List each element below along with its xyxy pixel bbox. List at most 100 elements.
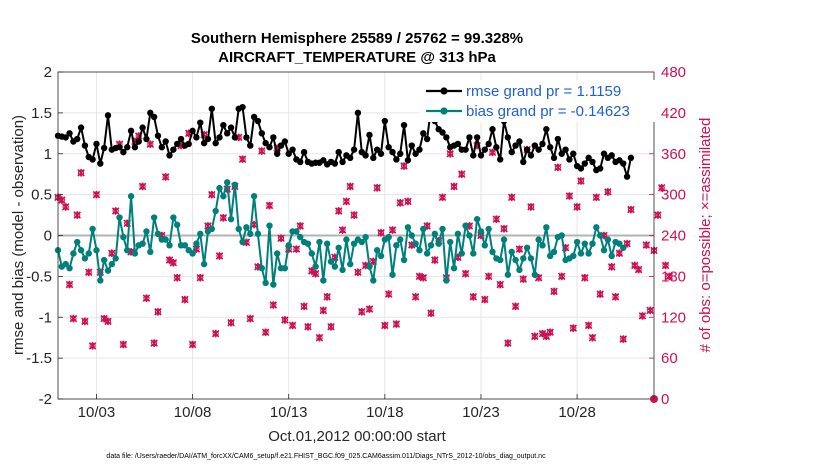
obs-assimilated-point — [142, 294, 151, 302]
rmse-point — [131, 144, 139, 151]
rmse-point — [223, 130, 231, 137]
obs-assimilated-point — [569, 324, 578, 332]
obs-assimilated-point — [377, 228, 385, 237]
rmse-point — [558, 150, 565, 157]
rmse-point — [439, 129, 446, 136]
rmse-point — [496, 156, 504, 163]
rmse-point — [462, 146, 469, 153]
obs-assimilated-point — [557, 272, 566, 281]
rmse-point — [608, 152, 615, 159]
obs-assimilated-point — [58, 196, 66, 204]
rmse-point — [243, 134, 250, 141]
bias-point — [466, 232, 473, 239]
bias-point — [423, 250, 431, 257]
obs-assimilated-point — [281, 316, 289, 324]
bias-point — [266, 222, 273, 229]
bias-point — [366, 263, 373, 270]
bias-point — [535, 236, 542, 243]
obs-assimilated-point — [327, 322, 335, 331]
bias-point — [589, 240, 596, 247]
bias-point — [193, 240, 200, 247]
bias-point — [347, 260, 354, 268]
bias-point — [416, 247, 423, 254]
bias-point — [235, 225, 242, 233]
bias-point — [504, 271, 512, 278]
obs-assimilated-point — [500, 224, 508, 233]
obs-assimilated-point — [615, 249, 624, 258]
bias-point — [543, 224, 550, 231]
obs-assimilated-point — [338, 226, 347, 234]
rmse-point — [408, 142, 415, 149]
rmse-point — [239, 103, 246, 111]
bias-point — [131, 250, 139, 257]
rmse-point — [216, 134, 223, 141]
bias-point — [70, 250, 77, 257]
bias-point — [462, 222, 469, 229]
bias-point — [350, 240, 358, 247]
rmse-point — [585, 154, 592, 162]
bias-point — [100, 256, 108, 264]
y2-tick-label: 480 — [661, 64, 686, 81]
y-tick-label: 1.5 — [31, 105, 52, 122]
rmse-point — [420, 130, 427, 137]
bias-point — [108, 260, 116, 268]
bias-point — [323, 240, 331, 247]
rmse-point — [527, 152, 535, 159]
obs-assimilated-point — [577, 177, 585, 185]
rmse-point — [320, 157, 327, 164]
rmse-point — [208, 105, 216, 112]
obs-assimilated-point — [111, 207, 120, 215]
rmse-point — [347, 154, 354, 162]
obs-assimilated-point — [565, 192, 574, 200]
bias-point — [208, 225, 216, 233]
rmse-point — [543, 126, 550, 133]
rmse-point — [554, 135, 562, 143]
rmse-point — [77, 124, 85, 131]
rmse-point — [162, 138, 169, 145]
bias-point — [223, 179, 231, 186]
bias-point — [550, 248, 558, 256]
rmse-point — [562, 146, 569, 153]
obs-assimilated-point — [265, 201, 274, 210]
obs-assimilated-point — [642, 241, 651, 249]
bias-point — [377, 252, 385, 260]
obs-assimilated-point — [411, 293, 420, 301]
bias-point — [166, 242, 173, 249]
rmse-point — [189, 127, 196, 135]
x-tick-label: 10/03 — [78, 404, 116, 421]
rmse-point — [470, 152, 477, 159]
obs-assimilated-point — [350, 211, 358, 219]
rmse-point — [581, 160, 588, 167]
obs-assimilated-point — [550, 287, 558, 296]
obs-assimilated-point — [173, 273, 181, 282]
rmse-point — [220, 121, 227, 129]
rmse-point — [566, 156, 573, 163]
rmse-point — [231, 134, 239, 141]
obs-assimilated-point — [246, 314, 255, 323]
rmse-point — [400, 121, 408, 129]
obs-assimilated-point — [238, 155, 247, 163]
bias-point — [447, 238, 454, 246]
bias-point — [174, 221, 181, 229]
bias-point — [304, 240, 312, 247]
obs-assimilated-point — [661, 261, 670, 270]
bias-point — [577, 250, 585, 257]
obs-assimilated-point — [304, 322, 312, 331]
rmse-point — [550, 154, 558, 162]
bias-point — [450, 265, 458, 272]
obs-assimilated-point — [515, 245, 524, 253]
bias-point — [397, 236, 404, 243]
bias-point — [150, 214, 158, 221]
bias-point — [331, 263, 339, 270]
bias-point — [327, 258, 335, 265]
bias-point — [508, 248, 515, 256]
rmse-point — [362, 152, 369, 159]
rmse-point — [74, 135, 81, 143]
rmse-point — [147, 109, 154, 117]
rmse-point — [520, 158, 527, 166]
bias-point — [558, 232, 565, 239]
obs-assimilated-point — [169, 258, 178, 267]
x-tick-label: 10/23 — [462, 404, 500, 421]
legend: rmse grand pr = 1.1159 bias grand pr = -… — [420, 80, 658, 122]
bias-point — [189, 250, 196, 257]
